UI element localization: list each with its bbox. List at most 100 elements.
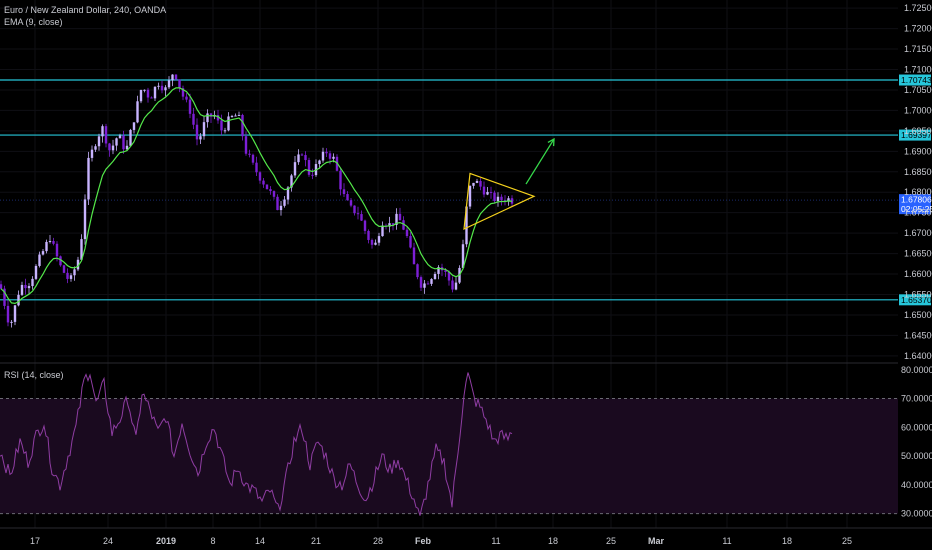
ema-legend[interactable]: EMA (9, close): [4, 17, 63, 27]
candle-body: [346, 194, 349, 201]
candle-body: [111, 145, 115, 151]
candle-body: [220, 120, 223, 131]
candle-body: [293, 162, 297, 176]
candle-body: [398, 213, 402, 221]
candle-body: [55, 243, 59, 257]
breakout-arrow: [525, 138, 555, 185]
candle-body: [500, 196, 503, 201]
candle-body: [468, 185, 472, 207]
candle-body: [353, 205, 356, 214]
horizontal-levels[interactable]: [0, 79, 898, 301]
date-tick-label: 14: [255, 536, 265, 546]
candle-body: [311, 174, 314, 176]
date-tick-label: 24: [103, 536, 113, 546]
candle-body: [283, 199, 286, 206]
candle-body: [349, 200, 353, 206]
date-tick-label: 18: [548, 536, 558, 546]
candle-body: [52, 241, 55, 244]
candle-body: [139, 90, 143, 102]
candle-body: [381, 225, 384, 237]
price-tick-label: 1.66500: [904, 249, 932, 259]
date-tick-label: 17: [30, 536, 40, 546]
candle-body: [160, 85, 164, 91]
candle-body: [269, 189, 272, 192]
candle-body: [454, 282, 458, 290]
candle-body: [290, 175, 293, 188]
candle-body: [101, 126, 104, 137]
candle-body: [178, 79, 181, 89]
candle-body: [199, 136, 202, 140]
rsi-band: [0, 362, 898, 515]
candle-body: [300, 154, 304, 156]
candle-body: [80, 239, 83, 260]
candle-body: [136, 101, 139, 123]
symbol-legend[interactable]: Euro / New Zealand Dollar, 240, OANDA: [4, 5, 167, 15]
candle-body: [496, 196, 500, 202]
rsi-tick-label: 80.0000: [901, 365, 932, 375]
candle-body: [3, 288, 6, 306]
rsi-tick-label: 60.0000: [901, 422, 932, 432]
rsi-line: [0, 372, 513, 516]
candle-body: [437, 267, 440, 274]
candle-body: [276, 196, 279, 211]
triangle-pattern: [463, 172, 536, 230]
ema-line: [0, 87, 513, 305]
candle-body: [412, 247, 416, 265]
rsi-band-fill: [0, 398, 898, 514]
rsi-tick-label: 30.0000: [901, 509, 932, 519]
candle-body: [115, 138, 118, 146]
candle-body: [230, 115, 234, 117]
candle-body: [402, 220, 405, 230]
candle-body: [164, 87, 167, 91]
candle-body: [83, 199, 87, 240]
candle-body: [66, 272, 69, 279]
candle-body: [0, 284, 3, 289]
arrow-head: [547, 137, 555, 147]
candle-body: [76, 259, 80, 270]
candle-body: [202, 122, 206, 137]
candle-body: [363, 220, 367, 231]
candle-body: [17, 294, 20, 306]
candle-body: [258, 172, 262, 181]
candle-body: [185, 96, 188, 100]
candle-body: [143, 89, 146, 91]
price-tick-label: 1.71500: [904, 44, 932, 54]
level-price-label: 1.70743: [901, 75, 932, 85]
candle-body: [255, 162, 258, 173]
candle-body: [489, 191, 493, 193]
candle-body: [234, 115, 237, 117]
candle-body: [304, 155, 307, 161]
candle-body: [388, 223, 391, 227]
candle-body: [325, 151, 328, 154]
rsi-tick-label: 40.0000: [901, 480, 932, 490]
candle-body: [342, 189, 346, 195]
candle-body: [188, 99, 192, 114]
candle-body: [132, 122, 136, 130]
candle-body: [433, 273, 437, 280]
candle-body: [34, 265, 38, 279]
candle-body: [45, 241, 48, 252]
rsi-tick-label: 50.0000: [901, 451, 932, 461]
candle-body: [430, 279, 433, 284]
candle-body: [38, 254, 41, 266]
candle-body: [461, 244, 465, 268]
candle-body: [129, 129, 132, 146]
price-tick-label: 1.65500: [904, 290, 932, 300]
price-tick-label: 1.68000: [904, 187, 932, 197]
date-tick-label: 11: [491, 536, 500, 546]
candle-body: [13, 305, 17, 322]
candle-body: [479, 180, 482, 187]
candle-body: [262, 180, 265, 185]
candle-body: [41, 251, 45, 255]
candle-body: [153, 86, 157, 99]
candle-body: [97, 136, 101, 147]
candle-body: [181, 88, 185, 97]
date-tick-label: 28: [373, 536, 383, 546]
date-tick-label: Mar: [648, 536, 665, 546]
candle-body: [216, 115, 220, 121]
rsi-tick-label: 70.0000: [901, 394, 932, 404]
rsi-legend[interactable]: RSI (14, close): [4, 370, 64, 380]
candle-body: [10, 321, 13, 323]
drawings[interactable]: [463, 137, 555, 230]
